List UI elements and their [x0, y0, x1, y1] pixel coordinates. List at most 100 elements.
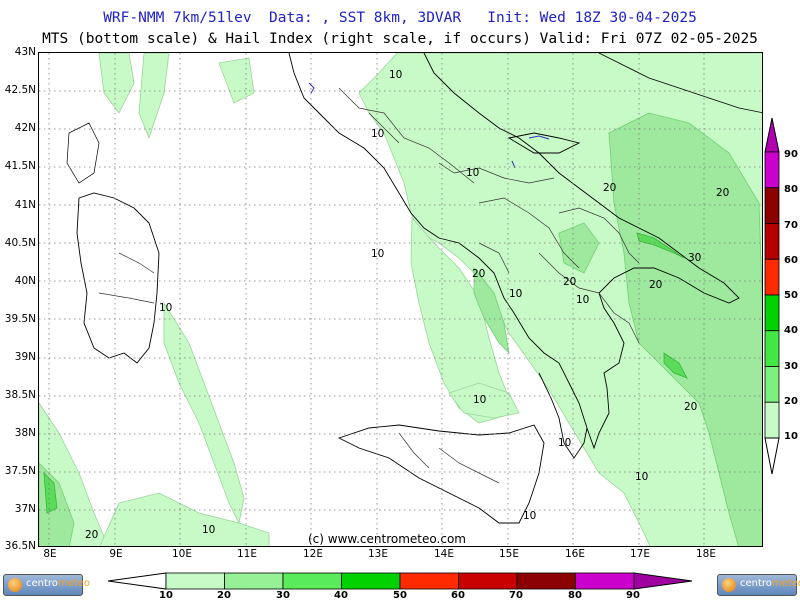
colorbar-swatch: [282, 572, 342, 590]
contour-label: 20: [85, 529, 99, 541]
colorbar-label: 90: [784, 149, 798, 160]
colorbar-swatch: [458, 572, 518, 590]
lat-label: 38.5N: [4, 389, 36, 401]
colorbar-label: 40: [334, 590, 348, 601]
lat-label: 36.5N: [4, 540, 36, 552]
contour-label: 10: [523, 510, 537, 522]
colorbar-top-arrow: [764, 117, 780, 153]
colorbar-swatch: [341, 572, 401, 590]
lat-label: 37.5N: [4, 465, 36, 477]
colorbar-swatch: [224, 572, 284, 590]
lat-label: 42N: [14, 122, 36, 134]
contour-label: 10: [466, 167, 480, 179]
lon-label: 14E: [434, 548, 454, 560]
colorbar-label: 50: [784, 290, 798, 301]
region-borders: [98, 87, 640, 484]
logo-text-accent: meteo: [771, 578, 800, 589]
contour-label: 10: [473, 394, 487, 406]
contour-label: 10: [576, 294, 590, 306]
colorbar-label: 80: [784, 184, 798, 195]
colorbar-swatch: [764, 330, 780, 367]
colorbar-swatch: [764, 401, 780, 439]
contour-label: 20: [649, 279, 663, 291]
lon-label: 10E: [172, 548, 192, 560]
map-area: [38, 52, 763, 547]
logo-text-accent: meteo: [57, 578, 91, 589]
lat-lon-grid: [39, 53, 762, 546]
lat-label: 41N: [14, 199, 36, 211]
globe-icon: [8, 578, 22, 592]
lon-label: 17E: [630, 548, 650, 560]
colorbar-swatch: [165, 572, 225, 590]
lon-label: 15E: [499, 548, 519, 560]
lat-label: 38N: [14, 427, 36, 439]
contour-label: 10: [558, 437, 572, 449]
colorbar-label: 60: [451, 590, 465, 601]
colorbar-swatch: [764, 151, 780, 189]
contour-label: 20: [684, 401, 698, 413]
contour-label: 10: [371, 248, 385, 260]
colorbar-label: 40: [784, 325, 798, 336]
lat-label: 37N: [14, 503, 36, 515]
lat-label: 43N: [14, 46, 36, 58]
mts-shading-dark: [43, 232, 688, 514]
lat-label: 39N: [14, 351, 36, 363]
balkan-coast: [598, 53, 762, 114]
colorbar-label: 10: [159, 590, 173, 601]
colorbar-swatch: [764, 223, 780, 260]
lon-label: 9E: [109, 548, 123, 560]
colorbar-label: 70: [784, 220, 798, 231]
lat-label: 42.5N: [4, 84, 36, 96]
colorbar-bottom-arrow: [764, 437, 780, 475]
contour-label: 20: [716, 187, 730, 199]
lon-label: 18E: [696, 548, 716, 560]
contour-label: 20: [472, 268, 486, 280]
contour-label: 10: [389, 69, 403, 81]
centrometeo-logo-right[interactable]: centrometeo: [717, 574, 800, 596]
mts-colorbar: [107, 572, 693, 590]
centrometeo-logo-left[interactable]: centrometeo: [3, 574, 90, 596]
lon-label: 13E: [368, 548, 388, 560]
copyright-text: (c) www.centrometeo.com: [308, 532, 466, 546]
logo-text-main: centro: [26, 578, 58, 589]
lat-label: 39.5N: [4, 313, 36, 325]
hail-index-colorbar: [764, 117, 780, 475]
colorbar-label: 30: [784, 361, 798, 372]
coastlines: [66, 53, 740, 524]
contour-label: 10: [635, 471, 649, 483]
lat-label: 40.5N: [4, 237, 36, 249]
forecast-map: [39, 53, 762, 546]
globe-icon: [722, 578, 736, 592]
colorbar-label: 10: [784, 431, 798, 442]
contour-label: 30: [688, 252, 702, 264]
colorbar-label: 80: [568, 590, 582, 601]
colorbar-label: 60: [784, 255, 798, 266]
colorbar-swatch: [516, 572, 576, 590]
colorbar-label: 30: [276, 590, 290, 601]
colorbar-swatch: [764, 366, 780, 403]
colorbar-swatch: [764, 187, 780, 224]
colorbar-label: 20: [784, 396, 798, 407]
colorbar-left-arrow: [107, 572, 167, 590]
colorbar-swatch: [575, 572, 635, 590]
colorbar-label: 50: [393, 590, 407, 601]
lon-label: 11E: [237, 548, 257, 560]
colorbar-label: 20: [217, 590, 231, 601]
lon-label: 8E: [43, 548, 57, 560]
colorbar-label: 90: [626, 590, 640, 601]
lat-label: 40N: [14, 275, 36, 287]
colorbar-swatch: [764, 294, 780, 332]
contour-label: 10: [371, 128, 385, 140]
map-title: WRF-NMM 7km/51lev Data: , SST 8km, 3DVAR…: [103, 10, 697, 26]
colorbar-label: 70: [509, 590, 523, 601]
colorbar-swatch: [399, 572, 459, 590]
contour-label: 20: [563, 276, 577, 288]
colorbar-swatch: [764, 258, 780, 296]
contour-label: 10: [509, 288, 523, 300]
lon-label: 16E: [565, 548, 585, 560]
logo-text-main: centro: [740, 578, 772, 589]
contour-label: 10: [159, 302, 173, 314]
map-subtitle: MTS (bottom scale) & Hail Index (right s…: [42, 31, 758, 47]
lon-label: 12E: [303, 548, 323, 560]
contour-label: 20: [603, 182, 617, 194]
